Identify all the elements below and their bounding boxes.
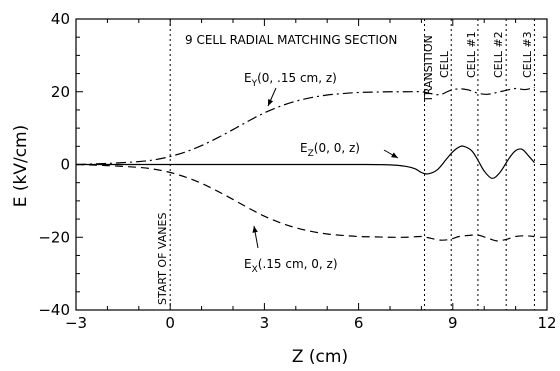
series-line-x [76, 165, 534, 241]
cell2-label: CELL #2 [492, 31, 505, 78]
x-tick-label: 9 [448, 314, 458, 332]
x-axis-title: Z (cm) [292, 347, 348, 367]
series-labels: EY(0, .15 cm, z) EZ(0, 0, z) EX(.15 cm, 0,… [244, 71, 398, 275]
cell3-label: CELL #3 [521, 31, 534, 78]
y-tick-label: −40 [38, 301, 70, 319]
y-tick-label: −20 [38, 228, 70, 246]
radial-matching-label: 9 CELL RADIAL MATCHING SECTION [185, 33, 397, 47]
cell1-label: CELL #1 [465, 31, 478, 78]
x-tick-label: 0 [165, 314, 175, 332]
series-lines [76, 87, 534, 241]
series-label-y: EY(0, .15 cm, z) [244, 71, 337, 89]
y-tick-label: 40 [51, 10, 70, 28]
x-tick-label: 3 [260, 314, 270, 332]
cell-label: CELL [438, 50, 451, 78]
series-label-x: EX(.15 cm, 0, z) [244, 257, 338, 275]
series-label-z: EZ(0, 0, z) [300, 141, 360, 159]
arrow-head [391, 152, 398, 158]
transition-label: TRANSITION [422, 35, 435, 103]
y-tick-label: 20 [51, 83, 70, 101]
y-axis-title: E (kV/cm) [11, 125, 31, 208]
x-tick-label: 6 [354, 314, 364, 332]
y-tick-label: 0 [60, 156, 70, 174]
x-tick-label: 12 [537, 314, 556, 332]
start-of-vanes-label: START OF VANES [156, 213, 169, 305]
arrow-head [252, 226, 257, 233]
